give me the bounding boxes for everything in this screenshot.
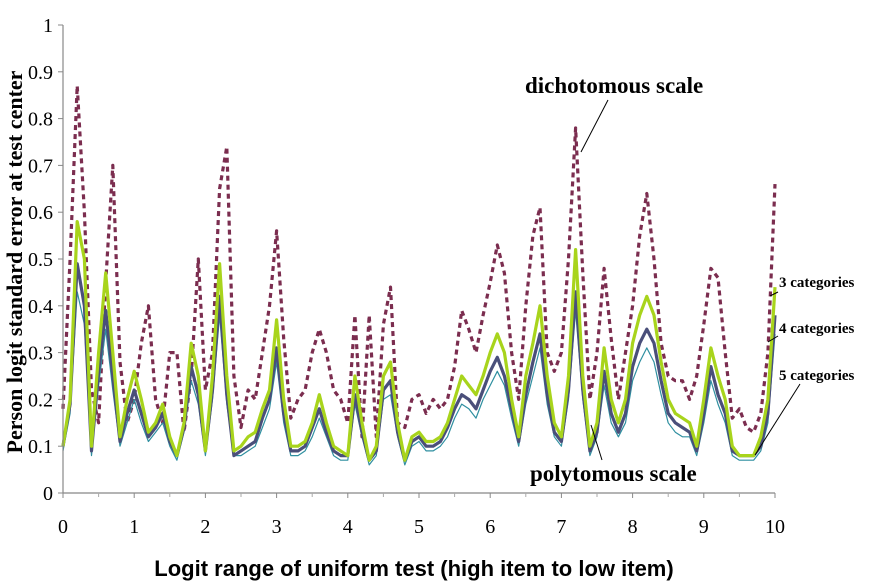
annotation-3-leader [769, 291, 779, 297]
annotation-polytomous: polytomous scale [530, 461, 697, 486]
y-tick-label: 0.1 [28, 436, 53, 458]
x-tick-label: 3 [272, 516, 282, 538]
y-tick-label: 0.7 [28, 155, 53, 177]
annotation-4-categories: 4 categories [779, 321, 855, 337]
tick-labels: 00.10.20.30.40.50.60.70.80.910 1 2 3 4 5 6 7 8 9 1… [28, 15, 785, 538]
x-tick-label: 6 [485, 516, 495, 538]
y-tick-label: 1 [43, 15, 53, 37]
annotation-5-leader [754, 383, 801, 456]
series-layer [61, 84, 777, 466]
y-tick-label: 0.2 [28, 389, 53, 411]
x-tick-label: 8 [628, 516, 638, 538]
annotation-dichotomous-leader [580, 99, 609, 153]
x-tick-label: 9 [699, 516, 709, 538]
annotation-3-categories: 3 categories [779, 275, 855, 291]
annotations: dichotomous scale polytomous scale 3 cat… [525, 73, 855, 486]
x-axis-title: Logit range of uniform test (high item t… [154, 556, 673, 581]
x-tick-label: 1 [129, 516, 139, 538]
y-tick-label: 0 [43, 483, 53, 505]
annotation-5-categories: 5 categories [779, 368, 855, 384]
series-line-dichotomous-scale [61, 84, 777, 439]
annotation-dichotomous: dichotomous scale [525, 73, 703, 98]
axes [58, 24, 776, 498]
y-tick-label: 0.4 [28, 296, 53, 318]
x-tick-label: 5 [414, 516, 424, 538]
y-tick-label: 0.6 [28, 202, 53, 224]
x-tick-label: 7 [556, 516, 566, 538]
y-tick-label: 0.8 [28, 109, 53, 131]
x-tick-label: 4 [343, 516, 353, 538]
x-tick-label: 0 [58, 516, 68, 538]
series-line-3-categories [61, 220, 777, 462]
x-tick-label: 2 [200, 516, 210, 538]
annotation-polytomous-leader [590, 424, 603, 461]
x-tick-label: 10 [765, 516, 785, 538]
y-tick-label: 0.5 [28, 249, 53, 271]
y-axis-title: Person logit standard error at test cent… [2, 70, 27, 453]
y-tick-label: 0.3 [28, 343, 53, 365]
y-tick-label: 0.9 [28, 62, 53, 84]
annotation-4-leader [767, 335, 779, 343]
